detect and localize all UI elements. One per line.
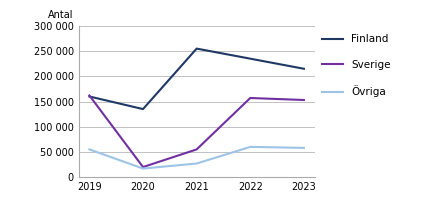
Finland	[140, 108, 146, 110]
Line: Övriga: Övriga	[90, 147, 304, 168]
Text: Antal: Antal	[48, 10, 73, 20]
Finland	[248, 57, 253, 60]
Finland	[194, 47, 199, 50]
Övriga	[194, 162, 199, 165]
Sverige	[140, 166, 146, 168]
Övriga	[248, 146, 253, 148]
Sverige	[87, 94, 92, 97]
Sverige	[194, 148, 199, 151]
Legend: Finland, Sverige, Övriga: Finland, Sverige, Övriga	[322, 34, 391, 97]
Övriga	[87, 148, 92, 151]
Övriga	[301, 147, 306, 149]
Sverige	[301, 99, 306, 101]
Line: Finland: Finland	[90, 49, 304, 109]
Line: Sverige: Sverige	[90, 95, 304, 167]
Finland	[87, 95, 92, 98]
Övriga	[140, 167, 146, 170]
Finland	[301, 67, 306, 70]
Sverige	[248, 97, 253, 99]
